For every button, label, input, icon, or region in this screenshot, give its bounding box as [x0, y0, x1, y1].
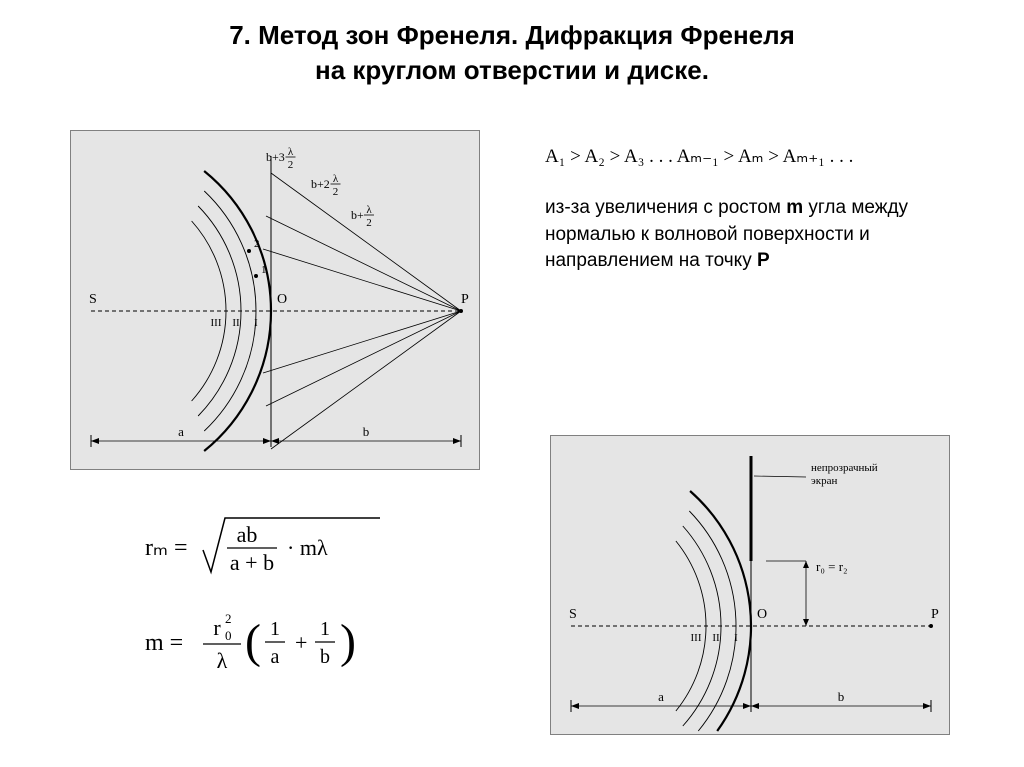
svg-text:1: 1 — [320, 618, 330, 640]
svg-text:): ) — [340, 615, 356, 668]
svg-text:a: a — [658, 689, 664, 704]
title-line2: на круглом отверстии и диске. — [0, 53, 1024, 88]
svg-text:2: 2 — [254, 238, 260, 250]
svg-text:λ: λ — [333, 173, 339, 185]
svg-text:· mλ: · mλ — [287, 535, 328, 560]
svg-text:b: b — [363, 424, 370, 439]
svg-text:λ: λ — [366, 204, 372, 216]
svg-text:m =: m = — [145, 630, 183, 656]
svg-text:b+: b+ — [351, 208, 364, 222]
amplitude-inequality: A₁ > A₂ > A₃ . . . Aₘ₋₁ > Aₘ > Aₘ₊₁ . . … — [545, 145, 853, 168]
svg-text:b: b — [320, 646, 330, 668]
svg-text:I: I — [734, 632, 738, 644]
svg-text:III: III — [691, 632, 702, 644]
svg-text:O: O — [757, 607, 767, 622]
svg-text:r: r — [213, 615, 221, 640]
opaque-screen-diagram: непрозрачныйэкранr₀ = r₂IIIIIISOPab — [550, 435, 950, 735]
svg-text:I: I — [254, 317, 258, 329]
svg-text:rₘ =: rₘ = — [145, 535, 187, 561]
svg-text:P: P — [931, 607, 939, 622]
page-title: 7. Метод зон Френеля. Дифракция Френеля … — [0, 0, 1024, 88]
svg-text:непрозрачный: непрозрачный — [811, 462, 878, 474]
svg-text:(: ( — [245, 615, 261, 668]
svg-text:b: b — [838, 689, 845, 704]
svg-text:+: + — [295, 630, 307, 655]
svg-text:a: a — [178, 424, 184, 439]
svg-text:b+3: b+3 — [266, 150, 285, 164]
svg-text:r₀ = r₂: r₀ = r₂ — [816, 559, 848, 574]
svg-text:1: 1 — [270, 618, 280, 640]
svg-text:a: a — [271, 646, 280, 668]
svg-text:ab: ab — [237, 522, 258, 547]
svg-text:2: 2 — [333, 186, 339, 198]
svg-text:экран: экран — [811, 475, 837, 487]
svg-text:P: P — [461, 292, 469, 307]
title-line1: 7. Метод зон Френеля. Дифракция Френеля — [0, 18, 1024, 53]
svg-text:2: 2 — [225, 611, 232, 626]
svg-text:0: 0 — [225, 628, 232, 643]
svg-text:O: O — [277, 292, 287, 307]
fresnel-zones-diagram: b+3λ2b+2λ2b+λ212IIIIIISOPab — [70, 130, 480, 470]
svg-text:S: S — [569, 607, 577, 622]
svg-text:λ: λ — [217, 648, 228, 673]
svg-text:λ: λ — [288, 146, 294, 158]
svg-text:1: 1 — [261, 264, 267, 276]
svg-text:2: 2 — [366, 217, 372, 229]
zone-count-formula: m = r 0 2 λ ( 1 a + 1 b ) — [145, 600, 445, 695]
svg-text:III: III — [211, 317, 222, 329]
radius-formula: rₘ = ab a + b · mλ — [145, 500, 405, 595]
svg-text:b+2: b+2 — [311, 177, 330, 191]
svg-text:II: II — [232, 317, 240, 329]
svg-text:a + b: a + b — [230, 550, 274, 575]
explanation-text: из-за увеличения с ростом m угла между н… — [545, 195, 925, 275]
svg-text:2: 2 — [288, 159, 294, 171]
svg-text:S: S — [89, 292, 97, 307]
svg-text:II: II — [712, 632, 720, 644]
